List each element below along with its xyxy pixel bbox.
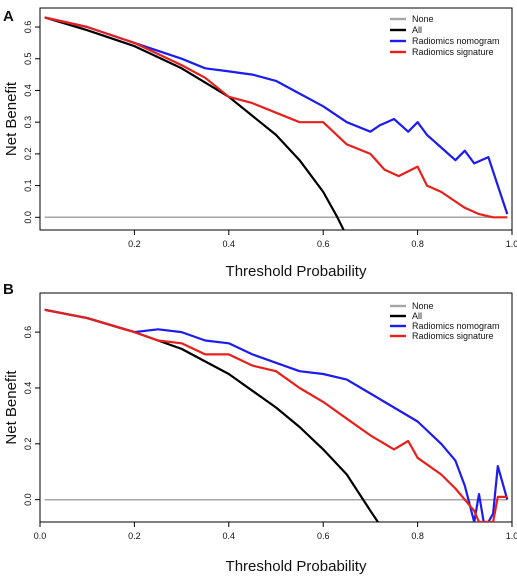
legend-label: All: [412, 25, 422, 35]
x-tick-label: 1.0: [506, 239, 517, 249]
panel-label: A: [3, 8, 14, 25]
plot-frame: [39, 292, 513, 523]
x-tick-label: 0.6: [317, 531, 330, 541]
series-line-radiomics-signature: [44, 308, 508, 522]
chart-panel-B: 0.0 0.2 0.4 0.6 0.8 1.0 0.0 0.2 0.4 0.6 Threshold …: [3, 281, 517, 575]
x-tick-label: 0.4: [223, 239, 236, 249]
x-axis-title: Threshold Probability: [226, 263, 367, 280]
series-line-radiomics-nomogram: [44, 16, 509, 215]
y-tick-label: 0.0: [23, 211, 33, 224]
x-tick-label: 0.2: [128, 531, 141, 541]
series-lines: [44, 16, 509, 230]
y-tick-label: 0.4: [23, 382, 33, 395]
panel-label: B: [3, 281, 14, 298]
y-tick-label: 0.1: [23, 179, 33, 192]
x-axis-title: Threshold Probability: [226, 558, 367, 575]
x-tick-label: 0.4: [223, 531, 236, 541]
legend-label: Radiomics signature: [412, 47, 494, 57]
x-tick-label: 0.0: [34, 531, 47, 541]
chart-panel-A: 0.2 0.4 0.6 0.8 1.0 0.0 0.1 0.2 0.3 0.4 0.5 0.6 Thre…: [3, 7, 517, 280]
x-tick-label: 1.0: [506, 531, 517, 541]
x-tick-label: 0.6: [317, 239, 330, 249]
plot-frame: [39, 7, 513, 231]
y-tick-label: 0.2: [23, 148, 33, 161]
y-tick-label: 0.5: [23, 52, 33, 65]
y-axis-title: Net Benefit: [3, 81, 20, 156]
y-tick-label: 0.6: [23, 21, 33, 34]
y-axis-title: Net Benefit: [3, 370, 20, 445]
y-tick-label: 0.0: [23, 493, 33, 506]
y-tick-label: 0.3: [23, 116, 33, 129]
x-tick-label: 0.8: [411, 531, 424, 541]
series-line-radiomics-signature: [44, 16, 508, 219]
series-line-all: [44, 16, 345, 230]
legend-label: None: [412, 301, 434, 311]
legend-label: All: [412, 311, 422, 321]
legend-label: Radiomics nomogram: [412, 321, 500, 331]
x-tick-label: 0.2: [128, 239, 141, 249]
y-tick-label: 0.4: [23, 84, 33, 97]
series-lines: [44, 308, 509, 522]
legend-label: Radiomics nomogram: [412, 36, 500, 46]
y-tick-label: 0.2: [23, 438, 33, 451]
series-line-radiomics-nomogram: [44, 308, 509, 522]
legend-label: None: [412, 14, 434, 24]
legend-label: Radiomics signature: [412, 331, 494, 341]
x-tick-label: 0.8: [411, 239, 424, 249]
y-tick-label: 0.6: [23, 326, 33, 339]
